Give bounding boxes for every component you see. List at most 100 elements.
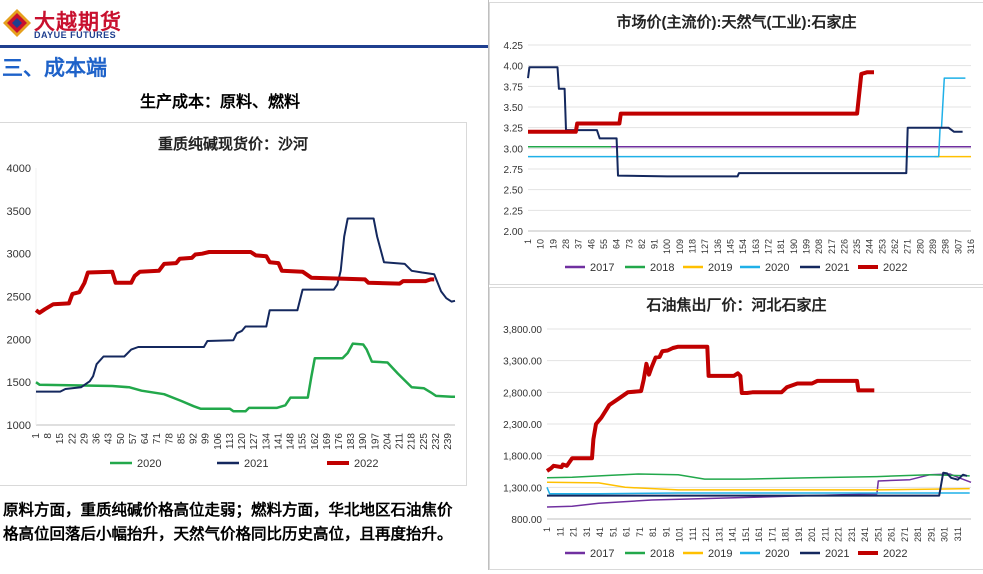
x-tick-label: 61: [622, 527, 632, 537]
petroleum-coke-price-chart: 石油焦出厂价：河北石家庄 800.00 1,300.00 1,800.00 2,300.…: [503, 296, 972, 560]
header-divider: [0, 45, 488, 48]
legend-label-2018: 2018: [650, 262, 674, 274]
legend-label-2019: 2019: [708, 262, 732, 274]
x-tick-label: 81: [648, 527, 658, 537]
series-line-2019: [546, 481, 970, 491]
x-tick-label: 106: [213, 433, 224, 450]
x-tick-label: 211: [395, 433, 406, 449]
x-tick-label: 280: [915, 239, 925, 254]
x-tick-label: 141: [273, 433, 284, 450]
y-tick-label: 2.50: [504, 186, 524, 197]
x-tick-label: 109: [675, 239, 685, 254]
x-tick-label: 55: [599, 239, 609, 249]
y-tick-label: 2,300.00: [503, 420, 542, 431]
x-tick-label: 201: [807, 527, 817, 542]
x-tick-label: 85: [176, 433, 187, 445]
legend-label-2021: 2021: [244, 458, 268, 470]
legend-label-2017: 2017: [590, 548, 614, 560]
x-tick-label: 221: [834, 527, 844, 542]
x-tick-label: 101: [675, 527, 685, 542]
column-divider: [488, 0, 489, 570]
x-tick-label: 316: [966, 239, 976, 254]
x-tick-label: 37: [574, 239, 584, 249]
x-tick-label: 91: [661, 527, 671, 537]
x-tick-label: 134: [261, 433, 272, 450]
x-tick-label: 217: [827, 239, 837, 254]
x-tick-label: 28: [561, 239, 571, 249]
section-subtitle: 生产成本：原料、燃料: [139, 92, 300, 111]
x-tick-label: 218: [407, 433, 418, 450]
y-tick-label: 2,800.00: [503, 388, 542, 399]
x-tick-label: 131: [714, 527, 724, 542]
x-tick-label: 271: [903, 239, 913, 254]
x-tick-label: 78: [164, 433, 175, 445]
x-tick-label: 208: [814, 239, 824, 254]
logo-name-cn: 大越期货: [34, 10, 122, 34]
x-tick-label: 113: [225, 433, 236, 449]
x-tick-label: 10: [536, 239, 546, 249]
x-tick-label: 99: [201, 433, 212, 445]
x-tick-label: 64: [140, 433, 151, 445]
x-tick-label: 225: [419, 433, 430, 450]
x-tick-label: 281: [913, 527, 923, 542]
y-tick-label: 3000: [7, 249, 31, 261]
y-tick-label: 3.00: [504, 144, 524, 155]
x-tick-label: 169: [322, 433, 333, 450]
x-tick-label: 1: [523, 239, 533, 244]
x-tick-label: 298: [941, 239, 951, 254]
x-tick-label: 199: [801, 239, 811, 254]
x-tick-label: 204: [382, 433, 393, 450]
chart-title: 重质纯碱现货价：沙河: [158, 135, 308, 153]
x-tick-label: 211: [820, 527, 830, 541]
y-tick-label: 2.75: [504, 165, 524, 176]
x-tick-label: 176: [334, 433, 345, 450]
x-tick-label: 154: [738, 239, 748, 254]
x-tick-label: 71: [152, 433, 163, 445]
series-line-2020: [35, 342, 455, 413]
y-tick-label: 3500: [7, 206, 31, 218]
y-tick-label: 4.00: [504, 62, 524, 73]
x-tick-label: 289: [928, 239, 938, 254]
x-tick-label: 41: [595, 527, 605, 537]
x-tick-label: 36: [92, 433, 103, 445]
legend-label-2020: 2020: [765, 262, 789, 274]
x-tick-label: 307: [953, 239, 963, 254]
x-tick-label: 127: [700, 239, 710, 254]
x-tick-label: 181: [776, 239, 786, 254]
x-tick-label: 301: [940, 527, 950, 542]
natural-gas-chart-panel: 市场价(主流价):天然气(工业):石家庄 2.00 2.25 2.50 2.75 3.00…: [489, 2, 983, 285]
series-line-2021: [36, 217, 456, 393]
legend-label-2020: 2020: [765, 548, 789, 560]
x-tick-label: 251: [873, 527, 883, 542]
summary-text: 原料方面，重质纯碱价格高位走弱；燃料方面，华北地区石油焦价格高位回落后小幅抬升，…: [3, 501, 453, 543]
x-tick-label: 120: [237, 433, 248, 450]
x-tick-label: 183: [346, 433, 357, 450]
legend-label-2021: 2021: [825, 262, 849, 274]
y-tick-label: 2500: [7, 292, 31, 304]
x-tick-label: 261: [887, 527, 897, 542]
y-tick-label: 1,300.00: [503, 483, 542, 494]
x-tick-label: 181: [781, 527, 791, 542]
y-tick-label: 800.00: [511, 515, 542, 526]
y-tick-label: 4000: [7, 163, 31, 175]
legend-label-2017: 2017: [590, 262, 614, 274]
x-tick-label: 15: [55, 433, 66, 445]
x-tick-label: 231: [847, 527, 857, 542]
series-line-2018: [546, 473, 970, 480]
x-tick-label: 118: [688, 239, 698, 253]
y-tick-label: 2.00: [504, 227, 524, 238]
x-tick-label: 31: [582, 527, 592, 537]
x-tick-label: 22: [67, 433, 78, 445]
x-tick-label: 29: [79, 433, 90, 445]
legend-label-2022: 2022: [354, 458, 378, 470]
x-tick-label: 136: [713, 239, 723, 254]
x-tick-label: 57: [128, 433, 139, 445]
x-tick-label: 1: [31, 433, 42, 439]
x-tick-label: 64: [612, 239, 622, 249]
x-tick-label: 155: [298, 433, 309, 450]
natural-gas-price-chart: 市场价(主流价):天然气(工业):石家庄 2.00 2.25 2.50 2.75 3.00…: [504, 13, 976, 274]
x-tick-label: 51: [608, 527, 618, 537]
x-tick-label: 82: [637, 239, 647, 249]
x-tick-label: 141: [728, 527, 738, 542]
